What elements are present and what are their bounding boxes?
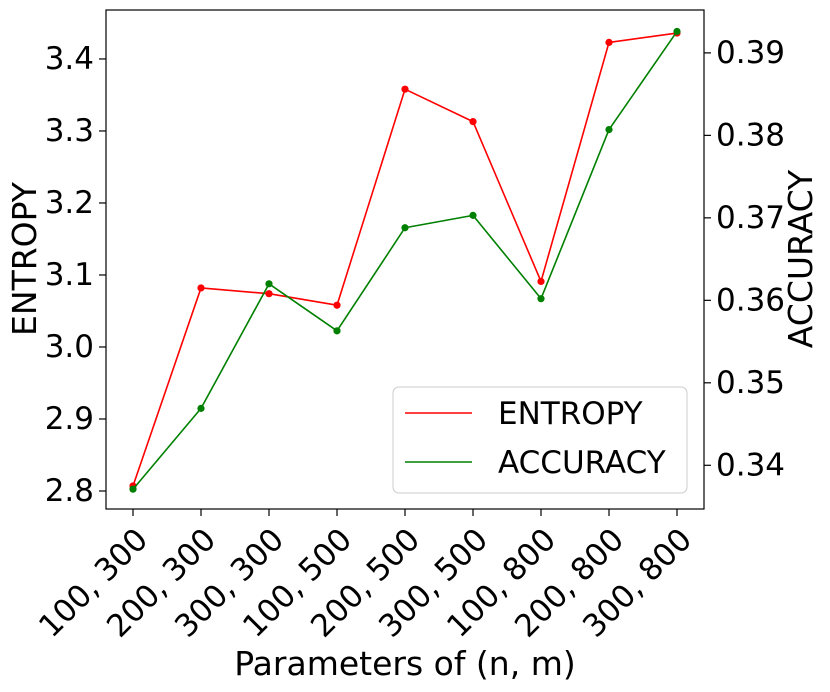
left-y-tick-label-3-3: 3.3 [45, 113, 94, 149]
left-y-tick-label-2-8: 2.8 [45, 473, 94, 509]
right-y-axis-title: ACCURACY [781, 169, 820, 348]
entropy-point-100-500 [333, 301, 341, 309]
entropy-point-300-500 [469, 118, 477, 126]
entropy-point-300-300 [265, 290, 273, 298]
left-y-tick-label-3-0: 3.0 [45, 329, 94, 365]
left-y-tick-label-3-4: 3.4 [45, 41, 94, 77]
accuracy-point-100-500 [333, 327, 341, 335]
left-y-tick-label-2-9: 2.9 [45, 401, 94, 437]
entropy-point-200-500 [401, 85, 409, 93]
accuracy-point-200-800 [605, 125, 613, 134]
x-axis-title: Parameters of (n, m) [234, 644, 575, 683]
entropy-point-200-800 [605, 38, 613, 47]
accuracy-point-200-500 [401, 224, 409, 232]
right-y-tick-label-0-37: 0.37 [716, 200, 785, 236]
legend-label-accuracy: ACCURACY [498, 445, 666, 481]
right-y-tick-label-0-35: 0.35 [716, 365, 785, 401]
accuracy-point-300-800 [673, 27, 681, 36]
right-y-tick-label-0-34: 0.34 [716, 447, 785, 483]
accuracy-point-100-300 [129, 485, 137, 493]
right-y-tick-label-0-39: 0.39 [716, 35, 785, 71]
accuracy-point-100-800 [537, 295, 545, 303]
accuracy-point-200-300 [197, 404, 205, 412]
entropy-point-200-300 [197, 284, 205, 292]
legend: ENTROPY ACCURACY [392, 386, 688, 494]
accuracy-point-300-300 [265, 280, 273, 288]
right-y-tick-label-0-38: 0.38 [716, 117, 785, 153]
right-y-axis-ticks: 0.34 0.35 0.36 0.37 0.38 0.39 [704, 35, 785, 483]
accuracy-point-300-500 [469, 211, 477, 219]
left-y-axis-ticks: 2.8 2.9 3.0 3.1 3.2 3.3 3.4 [45, 41, 106, 509]
legend-label-entropy: ENTROPY [498, 396, 643, 432]
left-y-tick-label-3-1: 3.1 [45, 257, 94, 293]
entropy-point-100-800 [537, 277, 545, 286]
left-y-axis-title: ENTROPY [5, 181, 44, 336]
right-y-tick-label-0-36: 0.36 [716, 282, 785, 318]
left-y-tick-label-3-2: 3.2 [45, 185, 94, 221]
series-layer [129, 27, 681, 493]
